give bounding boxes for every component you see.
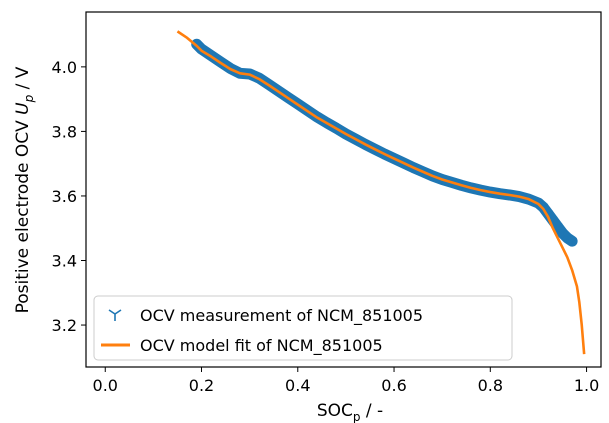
y-tick-label: 3.4 — [52, 252, 77, 271]
measurement-point — [557, 229, 568, 239]
y-tick-label: 4.0 — [52, 58, 77, 77]
legend-entry-measurement: OCV measurement of NCM_851005 — [108, 306, 423, 326]
x-axis-title: SOCp / - — [317, 401, 383, 423]
y-tick-label: 3.8 — [52, 122, 77, 141]
legend-label-fit: OCV model fit of NCM_851005 — [140, 336, 383, 356]
x-tick-label: 0.0 — [93, 376, 118, 395]
legend-entry-fit: OCV model fit of NCM_851005 — [101, 336, 383, 356]
x-axis-title-main: SOC — [317, 401, 353, 421]
y-axis-title-unit: / V — [13, 66, 33, 95]
y-tick-label: 3.6 — [52, 187, 77, 206]
legend: OCV measurement of NCM_851005 OCV model … — [93, 295, 513, 361]
plot-frame — [85, 11, 602, 368]
x-tick-label: 0.8 — [478, 376, 503, 395]
measurement-point — [567, 237, 578, 247]
series-fit-line — [176, 30, 586, 355]
x-tick-label: 0.4 — [285, 376, 310, 395]
y-tick-label: 3.2 — [52, 316, 77, 335]
y-axis-title-variable: U — [13, 102, 33, 115]
legend-label-measurement: OCV measurement of NCM_851005 — [140, 306, 423, 326]
x-tick-label: 0.6 — [381, 376, 406, 395]
legend-box — [93, 295, 513, 361]
plot-layer — [176, 30, 586, 355]
x-axis-title-unit: / - — [361, 401, 384, 421]
x-axis-title-subscript: p — [353, 410, 361, 423]
y-axis-title-subscript: p — [22, 94, 36, 103]
x-axis: 0.0 0.2 0.4 0.6 0.8 1.0 — [93, 367, 599, 395]
y-axis-title: Positive electrode OCV Up / V — [13, 66, 36, 313]
y-axis-title-main: Positive electrode OCV — [13, 115, 33, 314]
measurement-point — [552, 223, 563, 232]
x-tick-label: 0.2 — [189, 376, 214, 395]
legend-marker-tri-icon — [108, 309, 122, 321]
y-axis: 3.2 3.4 3.6 3.8 4.0 — [52, 58, 86, 335]
x-tick-label: 1.0 — [574, 376, 599, 395]
